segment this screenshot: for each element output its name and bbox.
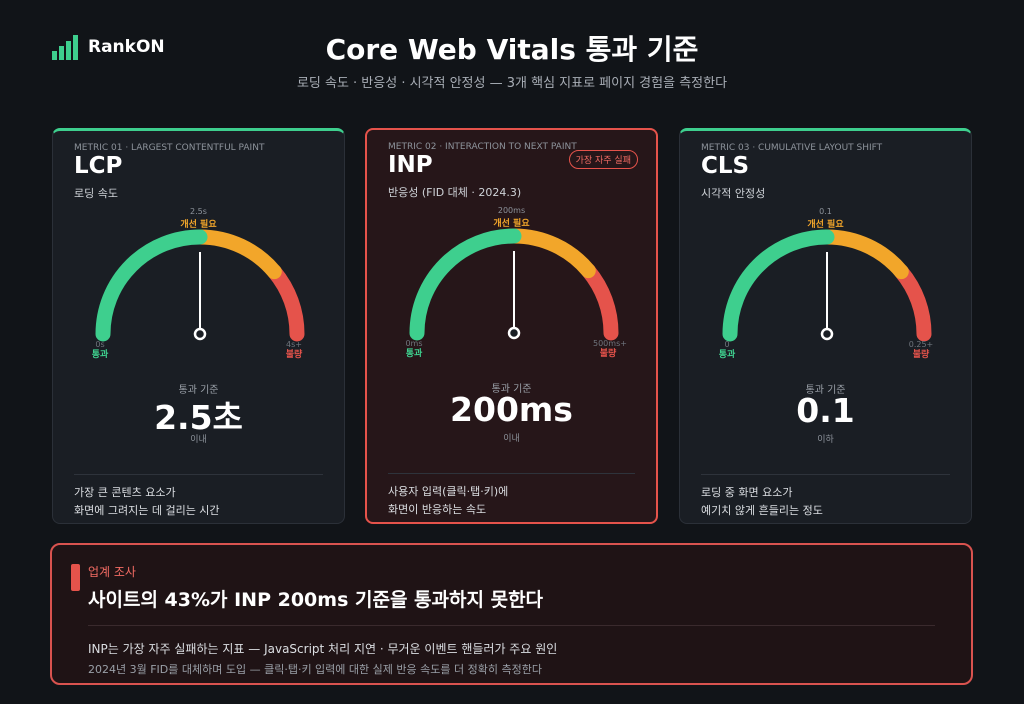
note: 예기치 않게 흔들리는 정도 [701, 504, 823, 517]
callout-bar [71, 564, 80, 591]
zone: 개선 필요 [493, 219, 530, 229]
metric-card: METRIC 03 · CUMULATIVE LAYOUT SHIFT CLS 시각… [679, 128, 972, 524]
metric-card: METRIC 02 · INTERACTION TO NEXT PAINT INP… [365, 128, 658, 524]
gauge-arc [409, 228, 522, 341]
callout-line: INP는 가장 자주 실패하는 지표 — JavaScript 처리 지연 · … [88, 642, 558, 656]
eyebrow: METRIC 03 · CUMULATIVE LAYOUT SHIFT [701, 143, 883, 153]
gauge [722, 229, 932, 342]
min: 0ms [405, 339, 423, 348]
metric-name: INP [388, 152, 433, 178]
brand: RankON [88, 37, 165, 57]
max-label: 불량 [599, 349, 617, 359]
max-label: 불량 [912, 350, 930, 360]
note: 로딩 중 화면 요소가 [701, 486, 793, 499]
max: 0.25+ [908, 340, 934, 349]
callout-title: 사이트의 43%가 INP 200ms 기준을 통과하지 못한다 [88, 589, 544, 611]
threshold: 0.1 [819, 207, 832, 216]
gauge-arc [722, 229, 835, 342]
pass-value: 200ms [450, 390, 573, 429]
metric-name: LCP [74, 153, 123, 179]
metric-name: CLS [701, 153, 750, 179]
min-label: 통과 [405, 349, 423, 359]
note: 화면에 그려지는 데 걸리는 시간 [74, 504, 220, 517]
gauge [409, 228, 619, 341]
pass-label: 통과 기준 [178, 385, 219, 396]
divider [701, 474, 950, 475]
callout-tag: 업계 조사 [88, 565, 136, 579]
divider [88, 625, 935, 626]
gauge-arc [580, 263, 619, 341]
zone: 개선 필요 [180, 220, 217, 230]
subtitle: 로딩 속도 · 반응성 · 시각적 안정성 — 3개 핵심 지표로 페이지 경험… [296, 76, 728, 91]
metric-desc: 시각적 안정성 [701, 187, 766, 200]
pass-unit: 이내 [503, 434, 520, 444]
note: 사용자 입력(클릭·탭·키)에 [388, 485, 509, 498]
needle-hub [507, 326, 521, 340]
gauge-arc [893, 264, 932, 342]
needle-hub [820, 327, 834, 341]
eyebrow: METRIC 02 · INTERACTION TO NEXT PAINT [388, 142, 577, 152]
badge: 가장 자주 실패 [568, 150, 638, 169]
eyebrow: METRIC 01 · LARGEST CONTENTFUL PAINT [74, 143, 265, 153]
note: 가장 큰 콘텐츠 요소가 [74, 486, 176, 499]
pass-label: 통과 기준 [491, 384, 532, 395]
pass-value: 0.1 [796, 391, 855, 430]
pass-label: 통과 기준 [805, 385, 846, 396]
max-label: 불량 [285, 350, 303, 360]
min-label: 통과 [91, 350, 109, 360]
metric-desc: 로딩 속도 [74, 187, 118, 200]
threshold: 2.5s [190, 207, 207, 216]
pass-unit: 이하 [817, 435, 834, 445]
gauge-arc [506, 228, 596, 279]
max: 500ms+ [593, 339, 627, 348]
max: 4s+ [286, 340, 302, 349]
gauge-arc [95, 229, 208, 342]
divider [388, 473, 635, 474]
metric-desc: 반응성 (FID 대체 · 2024.3) [388, 186, 522, 199]
threshold: 200ms [497, 206, 526, 215]
gauge-arc [266, 264, 305, 342]
metric-card: METRIC 01 · LARGEST CONTENTFUL PAINT LCP 로… [52, 128, 345, 524]
min: 0 [724, 340, 730, 349]
zone: 개선 필요 [807, 220, 844, 230]
callout-line: 2024년 3월 FID를 대체하며 도입 — 클릭·탭·키 입력에 대한 실제… [88, 663, 542, 676]
gauge [95, 229, 305, 342]
divider [74, 474, 323, 475]
logo-icon [52, 35, 78, 60]
pass-value: 2.5초 [154, 398, 243, 437]
gauge-arc [819, 229, 909, 280]
min: 0s [95, 340, 105, 349]
min-label: 통과 [718, 350, 736, 360]
title: Core Web Vitals 통과 기준 [325, 33, 699, 66]
gauge-arc [192, 229, 282, 280]
needle-hub [193, 327, 207, 341]
note: 화면이 반응하는 속도 [388, 503, 487, 516]
pass-unit: 이내 [190, 435, 207, 445]
callout: 업계 조사 사이트의 43%가 INP 200ms 기준을 통과하지 못한다 I… [50, 543, 973, 685]
